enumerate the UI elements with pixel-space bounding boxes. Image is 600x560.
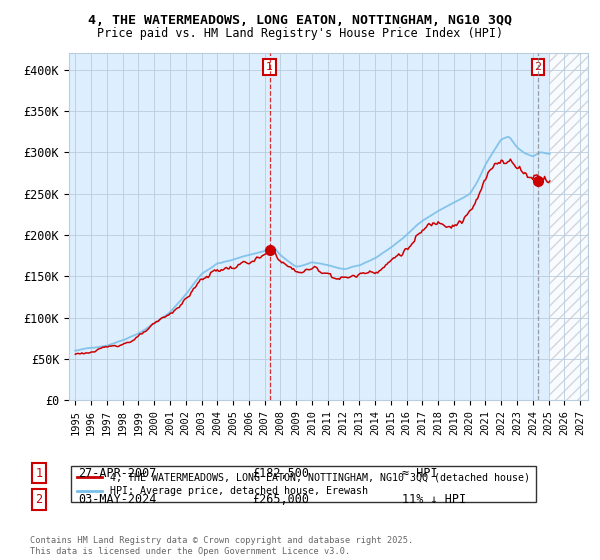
Text: Price paid vs. HM Land Registry's House Price Index (HPI): Price paid vs. HM Land Registry's House … bbox=[97, 27, 503, 40]
Text: £182,500: £182,500 bbox=[252, 466, 309, 480]
Text: 1: 1 bbox=[266, 62, 273, 72]
Text: 4, THE WATERMEADOWS, LONG EATON, NOTTINGHAM, NG10 3QQ: 4, THE WATERMEADOWS, LONG EATON, NOTTING… bbox=[88, 14, 512, 27]
Text: 2: 2 bbox=[535, 62, 542, 72]
Text: 2: 2 bbox=[35, 493, 43, 506]
Text: 03-MAY-2024: 03-MAY-2024 bbox=[78, 493, 157, 506]
Text: 11% ↓ HPI: 11% ↓ HPI bbox=[402, 493, 466, 506]
Legend: 4, THE WATERMEADOWS, LONG EATON, NOTTINGHAM, NG10 3QQ (detached house), HPI: Ave: 4, THE WATERMEADOWS, LONG EATON, NOTTING… bbox=[71, 466, 536, 502]
Text: £265,000: £265,000 bbox=[252, 493, 309, 506]
Text: Contains HM Land Registry data © Crown copyright and database right 2025.
This d: Contains HM Land Registry data © Crown c… bbox=[30, 536, 413, 556]
Polygon shape bbox=[548, 53, 588, 400]
Text: 27-APR-2007: 27-APR-2007 bbox=[78, 466, 157, 480]
Text: 1: 1 bbox=[35, 466, 43, 480]
Text: ≈ HPI: ≈ HPI bbox=[402, 466, 437, 480]
